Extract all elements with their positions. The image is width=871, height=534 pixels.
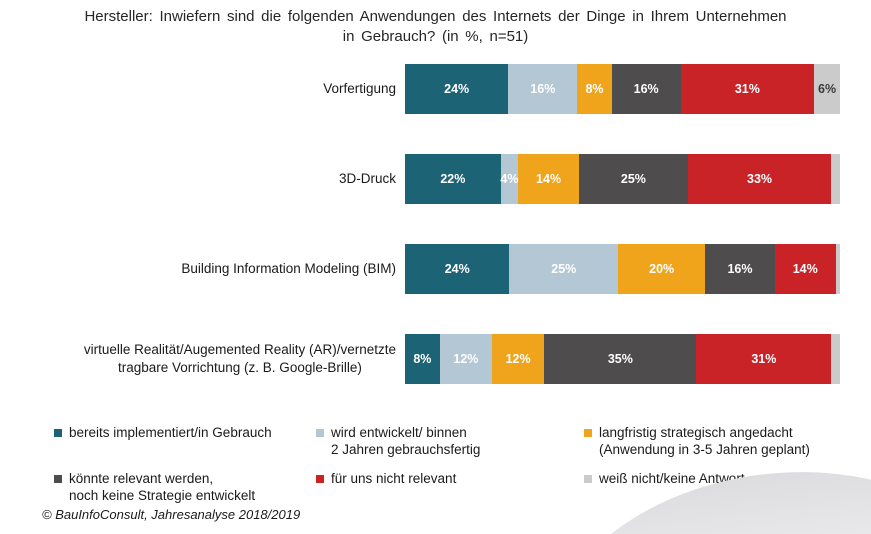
legend-label: bereits implementiert/in Gebrauch [69,424,272,440]
legend-swatch [316,474,324,483]
bar-segment-series-1: 12% [439,333,492,384]
bar-segment-series-3: 16% [705,243,775,294]
category-label-text: Building Information Modeling (BIM) [181,260,396,276]
chart: Vorfertigung 24% 16% 8% 16% 31% 6% 3D-Druck 22% 4… [0,63,871,384]
segment-value-label: 14% [792,261,818,276]
legend-item-series-1: wird entwickelt/ binnen 2 Jahren gebrauc… [316,424,584,459]
legend-item-series-0: bereits implementiert/in Gebrauch [54,424,316,459]
segment-value-label: 14% [536,171,562,186]
segment-value-label: 25% [620,171,646,186]
bar-track: 22% 4% 14% 25% 33% [405,153,841,204]
segment-value-label: 24% [444,81,470,96]
segment-value-label: 16% [530,81,556,96]
bar-segment-series-1: 25% [509,243,619,294]
segment-value-label: 35% [607,351,633,366]
bar-segment-series-5 [831,333,840,384]
bar-segment-series-5 [835,243,840,294]
legend-item-series-2: langfristig strategisch angedacht (Anwen… [584,424,871,459]
bar-segment-series-0: 24% [405,63,509,114]
segment-value-label: 12% [453,351,479,366]
legend-label: für uns nicht relevant [331,470,457,486]
segment-value-label: 6% [818,81,837,96]
category-label-text: 3D-Druck [338,170,396,186]
segment-value-label: 8% [413,351,432,366]
bar-segment-series-4: 14% [774,243,836,294]
segment-value-label: 33% [747,171,773,186]
legend-item-series-5: weiß nicht/keine Antwort [584,470,871,505]
legend-label: wird entwickelt/ binnen 2 Jahren gebrauc… [331,424,481,458]
bar-row: Building Information Modeling (BIM) 24% 25… [0,243,848,294]
legend-item-series-4: für uns nicht relevant [316,470,584,505]
bar-track: 8% 12% 12% 35% 31% [405,333,840,384]
bar-segment-series-4: 31% [696,333,832,384]
segment-value-label: 31% [751,351,777,366]
legend-swatch [54,474,62,483]
bar-segment-series-0: 24% [405,243,510,294]
legend-swatch [54,428,62,437]
category-label: 3D-Druck [0,170,405,188]
legend-swatch [584,474,592,483]
legend-swatch [584,428,592,437]
bar-segment-series-2: 20% [618,243,706,294]
bar-row: virtuelle Realität/Augemented Reality (A… [0,333,848,384]
bar-segment-series-2: 14% [518,153,580,204]
bar-segment-series-0: 22% [405,153,501,204]
bar-track: 24% 16% 8% 16% 31% 6% [405,63,840,114]
segment-value-label: 12% [505,351,531,366]
footer-copyright: © BauInfoConsult, Jahresanalyse 2018/201… [42,507,301,522]
segment-value-label: 31% [734,81,760,96]
segment-value-label: 20% [649,261,675,276]
bar-segment-series-0: 8% [405,333,440,384]
bar-segment-series-4: 33% [687,153,832,204]
bar-segment-series-3: 16% [611,63,681,114]
bar-row: Vorfertigung 24% 16% 8% 16% 31% 6% [0,63,848,114]
category-label-text: Vorfertigung [323,80,396,96]
category-label: Building Information Modeling (BIM) [0,260,405,278]
legend-label: langfristig strategisch angedacht (Anwen… [599,424,810,458]
category-label: virtuelle Realität/Augemented Reality (A… [0,341,405,376]
bar-segment-series-1: 4% [500,153,519,204]
legend-label: könnte relevant werden, noch keine Strat… [69,470,256,504]
bar-track: 24% 25% 20% 16% 14% [405,243,840,294]
bar-segment-series-3: 25% [579,153,688,204]
category-label-text: virtuelle Realität/Augemented Reality (A… [83,341,396,375]
legend: bereits implementiert/in Gebrauch wird en… [54,424,871,505]
segment-value-label: 22% [440,171,466,186]
segment-value-label: 4% [500,171,519,186]
segment-value-label: 25% [551,261,577,276]
chart-title: Hersteller: Inwiefern sind die folgenden… [84,8,787,46]
segment-value-label: 24% [444,261,470,276]
bar-row: 3D-Druck 22% 4% 14% 25% 33% [0,153,848,204]
bar-segment-series-3: 35% [544,333,697,384]
bar-segment-series-5 [831,153,841,204]
legend-item-series-3: könnte relevant werden, noch keine Strat… [54,470,316,505]
segment-value-label: 8% [585,81,604,96]
category-label: Vorfertigung [0,80,405,98]
legend-swatch [316,428,324,437]
segment-value-label: 16% [633,81,659,96]
bar-segment-series-2: 12% [492,333,545,384]
bar-segment-series-4: 31% [680,63,815,114]
segment-value-label: 16% [727,261,753,276]
legend-label: weiß nicht/keine Antwort [599,470,745,486]
bar-segment-series-5: 6% [814,63,840,114]
bar-segment-series-1: 16% [508,63,578,114]
bar-segment-series-2: 8% [577,63,612,114]
